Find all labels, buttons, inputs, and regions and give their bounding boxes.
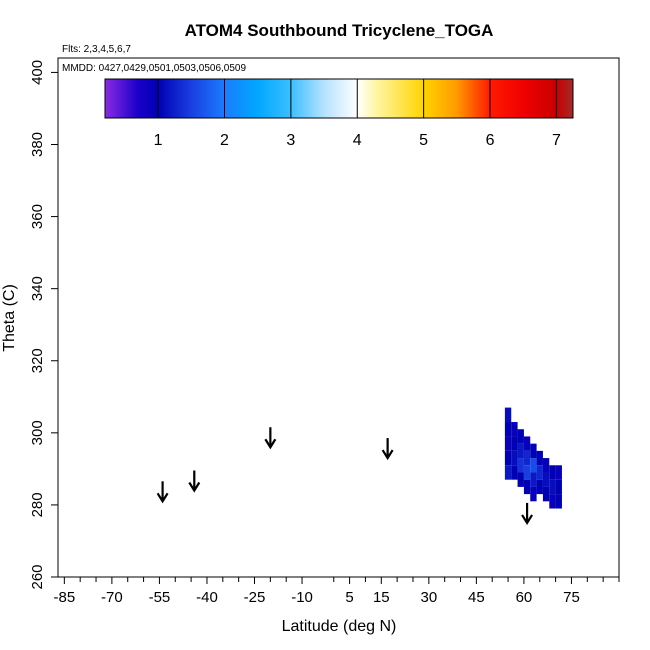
heatmap-cell (530, 443, 537, 459)
heatmap-cell (530, 486, 537, 502)
heatmap-cell (530, 458, 537, 473)
heatmap-cell (504, 407, 512, 423)
heatmap-cell (536, 479, 543, 495)
wind-arrow-head (264, 438, 277, 450)
heatmap-cells (504, 407, 562, 509)
heatmap-cell (511, 465, 518, 480)
heatmap-cell (517, 458, 524, 473)
heatmap-cell (542, 472, 550, 487)
x-tick-label: -85 (53, 589, 75, 606)
heatmap-cell (523, 436, 531, 451)
heatmap-cell (536, 450, 543, 466)
y-tick-label: 380 (29, 132, 46, 157)
wind-arrow (381, 438, 394, 461)
heatmap-cell (504, 436, 512, 451)
wind-arrow-head (521, 514, 534, 526)
heatmap-cell (523, 479, 531, 495)
heatmap-cell (530, 472, 537, 487)
x-tick-label: 60 (516, 589, 533, 606)
wind-arrow (188, 470, 201, 493)
x-tick-label: -10 (291, 589, 313, 606)
colorbar-tick-label: 2 (220, 132, 229, 149)
wind-arrow-head (156, 492, 169, 504)
colorbar-tick-label: 1 (154, 132, 163, 149)
plot-frame (57, 57, 620, 578)
x-tick-label: 45 (468, 589, 485, 606)
heatmap-cell (504, 465, 512, 480)
y-tick-label: 340 (29, 276, 46, 301)
x-tick-label: -55 (149, 589, 171, 606)
colorbar-gradient (104, 78, 574, 119)
y-tick-label: 280 (29, 492, 46, 517)
y-tick-label: 320 (29, 348, 46, 373)
colorbar-tick-label: 5 (419, 132, 428, 149)
wind-arrow (264, 427, 277, 450)
x-tick-label: -70 (101, 589, 123, 606)
x-tick-label: 15 (373, 589, 390, 606)
chart-title: ATOM4 Southbound Tricyclene_TOGA (185, 21, 494, 40)
heatmap-cell (504, 422, 512, 437)
flights-label: Flts: 2,3,4,5,6,7 (62, 44, 131, 55)
colorbar: 1 2 3 4 5 6 7 (104, 78, 574, 149)
colorbar-tick-label: 7 (552, 132, 561, 149)
dates-label: MMDD: 0427,0429,0501,0503,0506,0509 (62, 63, 246, 74)
wind-arrow-head (188, 481, 201, 493)
y-axis: 260 280 300 320 340 360 380 400 (29, 60, 58, 590)
heatmap-cell (555, 479, 562, 495)
heatmap-cell (542, 458, 550, 473)
y-tick-label: 260 (29, 564, 46, 589)
colorbar-tick-label: 3 (286, 132, 295, 149)
heatmap-cell (523, 450, 531, 466)
wind-arrow-head (381, 449, 394, 461)
heatmap-cell (536, 465, 543, 480)
heatmap-cell (549, 465, 556, 480)
heatmap-cell (523, 465, 531, 480)
heatmap-cell (517, 472, 524, 487)
y-tick-label: 400 (29, 60, 46, 85)
heatmap-cell (504, 450, 512, 466)
heatmap-cell (511, 436, 518, 451)
heatmap-cell (517, 429, 524, 444)
y-tick-label: 300 (29, 420, 46, 445)
x-tick-label: 30 (420, 589, 437, 606)
heatmap-cell (511, 422, 518, 437)
heatmap-cell (549, 494, 556, 509)
heatmap-cell (549, 479, 556, 495)
y-tick-label: 360 (29, 204, 46, 229)
heatmap-cell (555, 494, 562, 509)
wind-arrow (156, 481, 169, 504)
heatmap-cell (542, 486, 550, 502)
x-tick-label: -40 (196, 589, 218, 606)
wind-arrow (521, 502, 534, 526)
x-axis: -85 -70 -55 -40 -25 -10 5 15 30 45 60 75 (53, 577, 620, 606)
wind-arrows (156, 427, 534, 526)
x-axis-label: Latitude (deg N) (282, 618, 397, 635)
x-tick-label: 5 (345, 589, 353, 606)
colorbar-tick-label: 4 (353, 132, 362, 149)
heatmap-cell (517, 443, 524, 459)
heatmap-cell (511, 450, 518, 466)
x-tick-label: -25 (244, 589, 266, 606)
x-tick-label: 75 (563, 589, 580, 606)
colorbar-tick-label: 6 (486, 132, 495, 149)
heatmap-cell (555, 465, 562, 480)
y-axis-label: Theta (C) (1, 284, 18, 352)
